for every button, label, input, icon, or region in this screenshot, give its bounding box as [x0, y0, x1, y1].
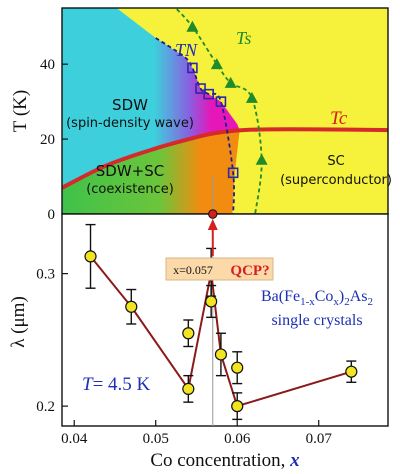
lambda-point [182, 319, 195, 348]
top-ylabel: T (K) [10, 90, 31, 132]
sc-subtitle: (superconductor) [280, 173, 392, 188]
temperature-label: T= 4.5 K [82, 374, 151, 395]
tn-marker [187, 62, 198, 74]
top-y-tick-label: 20 [40, 132, 55, 148]
ts-marker [255, 153, 268, 165]
bottom-y-tick-label: 0.3 [36, 267, 55, 283]
tn-markers [187, 62, 239, 179]
formula-subtitle: single crystals [271, 312, 362, 329]
ts-marker [210, 58, 223, 70]
lambda-point [182, 374, 195, 403]
lambda-marker [231, 361, 244, 374]
tn-marker [203, 88, 214, 100]
qcp-arrowhead [207, 219, 218, 230]
lambda-panel: x=0.057 QCP? Ba(Fe1-xCox)2As2 single cry… [8, 209, 389, 471]
lambda-marker [345, 365, 358, 378]
coexist-title: SDW+SC [96, 162, 164, 180]
tn-label: TN [175, 40, 198, 60]
ts-label: Ts [236, 28, 251, 48]
qcp-box [165, 257, 274, 281]
bottom-plot-frame [61, 213, 389, 427]
lambda-marker [231, 400, 244, 413]
lambda-marker [84, 250, 97, 263]
lambda-marker [205, 295, 218, 308]
ts-marker [186, 20, 199, 32]
lambda-points [84, 223, 358, 421]
lambda-marker [214, 348, 228, 361]
ts-marker [224, 76, 237, 88]
lambda-point [231, 392, 244, 421]
lambda-point [345, 360, 358, 383]
tn-line [155, 37, 235, 214]
tn-marker [227, 167, 239, 179]
qcp-label: QCP? [230, 263, 269, 279]
sc-title: SC [327, 154, 344, 169]
top-y-tick-label: 0 [48, 207, 56, 223]
tc-line [62, 127, 388, 190]
top-y-tick-label: 40 [40, 57, 55, 73]
bottom-x-tick-label: 0.04 [61, 431, 88, 447]
tc-label: Tc [330, 108, 348, 129]
bottom-x-tick-label: 0.05 [143, 431, 169, 447]
lambda-point [214, 332, 228, 377]
tn-marker [215, 96, 227, 107]
qcp-annotation: x=0.057 QCP? [165, 209, 274, 281]
sdw-region [62, 8, 240, 188]
tn-marker [195, 83, 206, 94]
lambda-point [231, 351, 244, 385]
ts-markers [186, 20, 268, 165]
ts-marker [245, 91, 258, 103]
bottom-y-tick-label: 0.2 [36, 399, 55, 415]
bottom-ylabel: λ (μm) [8, 296, 29, 348]
sdw-title: SDW [112, 96, 148, 114]
bottom-x-ticks: 0.04 0.05 0.06 0.07 [61, 420, 332, 447]
lambda-point [125, 288, 138, 325]
bottom-x-tick-label: 0.07 [306, 431, 333, 447]
bottom-x-tick-label: 0.06 [224, 431, 251, 447]
phase-diagram-panel: SDW (spin-density wave) SDW+SC (coexiste… [10, 7, 392, 223]
sdw-subtitle: (spin-density wave) [66, 116, 194, 131]
lambda-marker [182, 327, 195, 340]
lambda-point [205, 284, 218, 319]
coexist-subtitle: (coexistence) [86, 182, 174, 197]
qcp-x-label: x=0.057 [173, 263, 213, 277]
lambda-marker [125, 300, 138, 313]
bottom-y-ticks: 0.2 0.3 [36, 267, 68, 415]
coexist-region [62, 130, 240, 214]
qcp-point [208, 209, 218, 219]
top-y-ticks: 0 20 40 [40, 57, 68, 223]
lambda-marker [182, 382, 195, 395]
lambda-point [84, 223, 97, 289]
bottom-xlabel: Co concentration, x [150, 450, 300, 471]
